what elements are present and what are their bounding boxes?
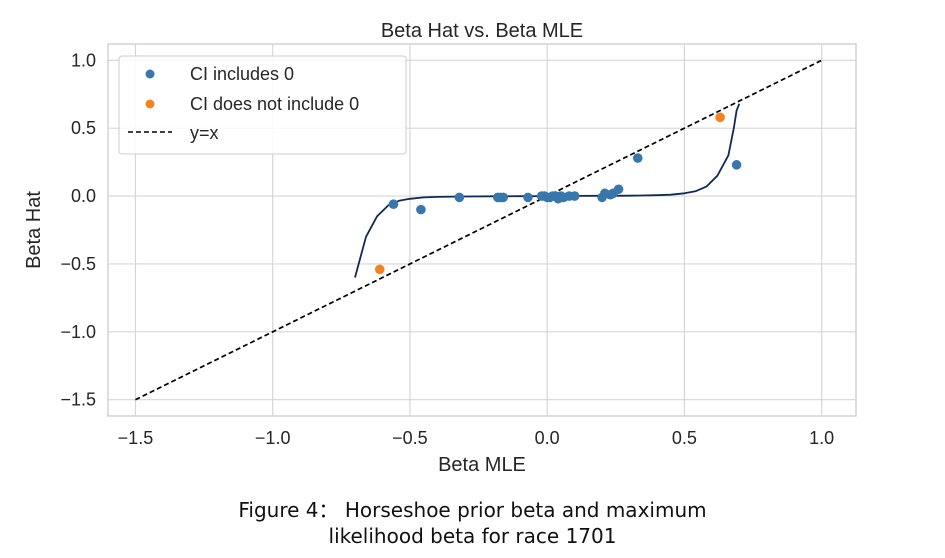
scatter-point-ci-includes-0: [613, 184, 624, 195]
x-tick-label: 1.0: [809, 428, 834, 448]
legend: CI includes 0 CI does not include 0 y=x: [118, 55, 407, 155]
scatter-point-ci-excludes-0: [715, 112, 725, 123]
scatter-point-ci-includes-0: [523, 192, 533, 203]
y-axis-label: Beta Hat: [23, 191, 45, 269]
scatter-point-ci-includes-0: [731, 160, 742, 170]
y-tick-label: −1.0: [60, 322, 96, 342]
x-tick-labels: −1.5 −1.0 −0.5 0.0 0.5 1.0: [118, 428, 835, 448]
y-tick-label: 0.5: [71, 118, 96, 138]
figure-caption-line-1: Figure 4： Horseshoe prior beta and maxim…: [238, 498, 707, 522]
legend-marker-ci-includes-0: [145, 69, 155, 79]
x-tick-label: 0.0: [535, 428, 560, 448]
scatter-point-ci-includes-0: [569, 191, 580, 201]
scatter-point-ci-includes-0: [388, 199, 399, 210]
scatter-point-ci-includes-0: [498, 192, 509, 203]
legend-label-ci-includes-0: CI includes 0: [190, 64, 294, 84]
y-tick-label: −1.5: [60, 390, 96, 410]
y-tick-label: 0.0: [71, 186, 96, 206]
scatter-point-ci-includes-0: [454, 192, 465, 203]
chart-title: Beta Hat vs. Beta MLE: [381, 20, 583, 42]
legend-label-y-equals-x: y=x: [190, 123, 219, 143]
y-tick-labels: −1.5 −1.0 −0.5 0.0 0.5 1.0: [60, 50, 96, 409]
chart: Beta Hat vs. Beta MLE −1.5 −1.0 −0.5 0.0 0.5…: [23, 20, 857, 476]
figure-caption-line-2: likelihood beta for race 1701: [328, 524, 617, 548]
scatter-point-ci-excludes-0: [374, 264, 385, 275]
x-axis-label: Beta MLE: [438, 454, 526, 476]
y-tick-label: −0.5: [60, 254, 96, 274]
x-tick-label: −1.5: [118, 428, 154, 448]
x-tick-label: −1.0: [255, 428, 291, 448]
scatter-point-ci-includes-0: [632, 153, 643, 163]
scatter-points-layer: [374, 112, 742, 275]
legend-frame: [118, 55, 407, 155]
legend-marker-ci-excludes-0: [145, 99, 155, 109]
y-tick-label: 1.0: [71, 50, 96, 70]
scatter-point-ci-includes-0: [416, 204, 426, 215]
x-tick-label: −0.5: [392, 428, 428, 448]
legend-label-ci-excludes-0: CI does not include 0: [190, 94, 359, 114]
x-tick-label: 0.5: [672, 428, 697, 448]
